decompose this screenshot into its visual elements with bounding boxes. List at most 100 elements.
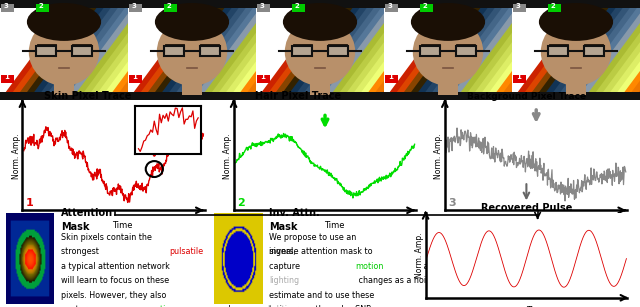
- Text: inverse attention mask to: inverse attention mask to: [269, 247, 372, 256]
- Bar: [412, 0, 497, 103]
- Bar: [420, 0, 504, 103]
- Text: 3: 3: [388, 3, 393, 9]
- Bar: [434, 0, 518, 103]
- Bar: [385, 4, 398, 12]
- Text: signal,: signal,: [267, 247, 296, 256]
- Bar: [555, 0, 639, 103]
- Text: Background Pixel Trace: Background Pixel Trace: [467, 92, 586, 101]
- Text: Skin pixels contain the: Skin pixels contain the: [61, 233, 152, 242]
- Bar: [526, 0, 611, 103]
- Bar: [100, 0, 184, 103]
- Bar: [505, 0, 589, 103]
- Bar: [164, 46, 184, 56]
- Bar: [36, 46, 56, 56]
- Text: will learn to focus on these: will learn to focus on these: [61, 276, 169, 285]
- Text: lighting: lighting: [269, 276, 299, 285]
- Bar: [257, 75, 270, 83]
- Bar: [438, 75, 458, 95]
- Bar: [612, 0, 640, 103]
- Bar: [583, 0, 640, 103]
- Bar: [43, 0, 127, 103]
- Ellipse shape: [285, 18, 355, 86]
- Text: 1: 1: [260, 74, 265, 80]
- Bar: [57, 0, 141, 103]
- Bar: [164, 4, 177, 12]
- Text: and: and: [213, 305, 233, 307]
- Text: to improve the pulse SNR: to improve the pulse SNR: [269, 305, 371, 307]
- Text: 2: 2: [38, 3, 43, 9]
- Text: estimate and to use these: estimate and to use these: [269, 291, 374, 300]
- Bar: [135, 0, 220, 103]
- Bar: [313, 0, 397, 103]
- Bar: [491, 0, 575, 103]
- Bar: [114, 0, 198, 103]
- Bar: [220, 0, 305, 103]
- Bar: [626, 0, 640, 103]
- Bar: [484, 0, 568, 103]
- Bar: [512, 0, 596, 103]
- Bar: [420, 4, 433, 12]
- Bar: [341, 0, 426, 103]
- Ellipse shape: [157, 18, 227, 86]
- Text: 2: 2: [166, 3, 171, 9]
- Bar: [7, 0, 92, 103]
- Text: 2: 2: [294, 3, 299, 9]
- Text: 2: 2: [422, 3, 427, 9]
- Text: 3: 3: [132, 3, 137, 9]
- Text: 1: 1: [26, 198, 34, 208]
- Bar: [441, 0, 525, 103]
- Ellipse shape: [539, 3, 613, 41]
- Bar: [604, 0, 640, 103]
- Bar: [427, 0, 511, 103]
- Text: Skin Pixel Trace: Skin Pixel Trace: [44, 91, 132, 101]
- Bar: [476, 0, 561, 103]
- Ellipse shape: [27, 3, 101, 41]
- Bar: [1, 4, 14, 12]
- Text: 3: 3: [4, 3, 9, 9]
- Bar: [213, 0, 298, 103]
- Bar: [36, 4, 49, 12]
- Bar: [156, 0, 241, 103]
- Y-axis label: Norm. Amp.: Norm. Amp.: [415, 233, 424, 278]
- Bar: [71, 0, 156, 103]
- Bar: [85, 0, 170, 103]
- Bar: [242, 0, 326, 103]
- Bar: [54, 75, 74, 95]
- Bar: [512, 92, 640, 100]
- Text: We propose to use an: We propose to use an: [269, 233, 356, 242]
- Text: Hair Pixel Trace: Hair Pixel Trace: [255, 91, 342, 101]
- Text: 2: 2: [550, 3, 555, 9]
- Bar: [142, 0, 227, 103]
- Text: motion: motion: [356, 262, 384, 271]
- Text: 1: 1: [132, 74, 137, 80]
- Text: capture: capture: [61, 305, 94, 307]
- Text: Attention: Attention: [61, 208, 113, 218]
- Bar: [128, 0, 256, 8]
- Bar: [64, 0, 148, 103]
- Bar: [299, 0, 383, 103]
- Bar: [420, 46, 440, 56]
- Bar: [363, 0, 447, 103]
- Bar: [192, 0, 276, 103]
- Ellipse shape: [155, 3, 229, 41]
- Bar: [456, 46, 476, 56]
- Bar: [455, 0, 540, 103]
- Bar: [633, 0, 640, 103]
- Bar: [590, 0, 640, 103]
- Bar: [36, 0, 120, 103]
- Bar: [498, 0, 582, 103]
- Bar: [328, 46, 348, 56]
- Bar: [566, 75, 586, 95]
- Ellipse shape: [283, 3, 357, 41]
- Bar: [292, 0, 376, 103]
- Bar: [129, 75, 142, 83]
- Bar: [292, 46, 312, 56]
- Bar: [548, 0, 632, 103]
- Text: motion: motion: [148, 305, 176, 307]
- Bar: [292, 4, 305, 12]
- Bar: [263, 0, 348, 103]
- Bar: [21, 0, 106, 103]
- Bar: [597, 0, 640, 103]
- Text: Time: Time: [535, 221, 556, 230]
- Title: Recovered Pulse: Recovered Pulse: [481, 203, 572, 213]
